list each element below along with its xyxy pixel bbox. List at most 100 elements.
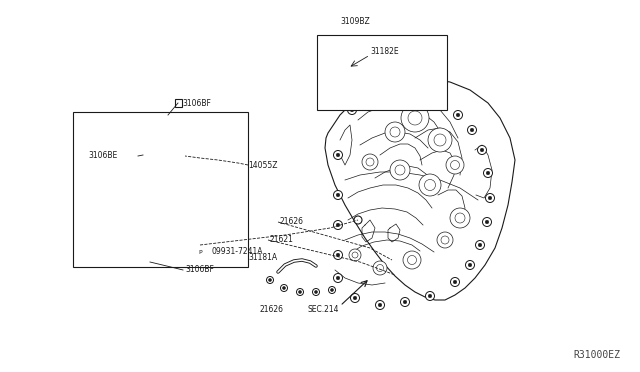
- Text: 31181A: 31181A: [248, 253, 277, 263]
- Circle shape: [428, 294, 432, 298]
- Circle shape: [408, 111, 422, 125]
- Circle shape: [470, 128, 474, 132]
- Circle shape: [321, 78, 323, 81]
- Circle shape: [280, 285, 287, 292]
- Circle shape: [193, 245, 207, 259]
- Bar: [317, 35, 447, 110]
- Text: 3106BF: 3106BF: [185, 266, 214, 275]
- Text: 14055Z: 14055Z: [248, 160, 278, 170]
- Circle shape: [486, 171, 490, 175]
- Circle shape: [456, 113, 460, 117]
- Circle shape: [476, 241, 484, 250]
- Circle shape: [315, 291, 317, 293]
- Circle shape: [333, 221, 342, 230]
- Circle shape: [353, 296, 357, 300]
- Circle shape: [147, 260, 150, 263]
- Circle shape: [352, 252, 358, 258]
- Circle shape: [269, 279, 271, 281]
- Circle shape: [451, 278, 460, 286]
- Circle shape: [312, 289, 319, 295]
- Circle shape: [395, 165, 405, 175]
- Circle shape: [477, 145, 486, 154]
- Circle shape: [336, 193, 340, 197]
- Circle shape: [453, 280, 457, 284]
- Circle shape: [348, 106, 356, 115]
- Text: 31182E: 31182E: [370, 48, 399, 57]
- Circle shape: [408, 256, 417, 264]
- Circle shape: [480, 148, 484, 152]
- Circle shape: [283, 287, 285, 289]
- Circle shape: [376, 264, 383, 272]
- Circle shape: [483, 218, 492, 227]
- Text: R31000EZ: R31000EZ: [573, 350, 620, 360]
- Circle shape: [336, 276, 340, 280]
- Circle shape: [416, 96, 420, 100]
- Circle shape: [434, 134, 446, 146]
- Circle shape: [486, 193, 495, 202]
- Polygon shape: [325, 78, 515, 300]
- Circle shape: [419, 174, 441, 196]
- Text: 09931-7241A: 09931-7241A: [211, 247, 262, 257]
- Text: 3106BE: 3106BE: [88, 151, 117, 160]
- Circle shape: [413, 93, 422, 103]
- Text: 21626: 21626: [280, 218, 304, 227]
- Circle shape: [367, 96, 376, 105]
- Circle shape: [390, 160, 410, 180]
- Circle shape: [451, 160, 460, 170]
- Text: 21621: 21621: [270, 235, 294, 244]
- Circle shape: [351, 294, 360, 302]
- Circle shape: [488, 196, 492, 200]
- Circle shape: [373, 261, 387, 275]
- Circle shape: [385, 122, 405, 142]
- Circle shape: [333, 151, 342, 160]
- Circle shape: [299, 291, 301, 293]
- Circle shape: [376, 301, 385, 310]
- Circle shape: [331, 289, 333, 291]
- Circle shape: [354, 216, 362, 224]
- Circle shape: [349, 249, 361, 261]
- Circle shape: [455, 213, 465, 223]
- Circle shape: [467, 125, 477, 135]
- Text: 3106BF: 3106BF: [182, 99, 211, 108]
- Circle shape: [333, 250, 342, 260]
- Circle shape: [435, 100, 445, 109]
- Circle shape: [182, 154, 188, 160]
- Bar: [175, 99, 182, 107]
- Circle shape: [478, 243, 482, 247]
- Circle shape: [483, 169, 493, 177]
- Circle shape: [485, 220, 489, 224]
- Circle shape: [318, 76, 326, 84]
- Circle shape: [403, 251, 421, 269]
- Circle shape: [336, 253, 340, 257]
- Circle shape: [144, 258, 152, 266]
- Circle shape: [296, 289, 303, 295]
- Circle shape: [378, 303, 382, 307]
- Circle shape: [333, 273, 342, 282]
- Circle shape: [393, 94, 397, 98]
- Circle shape: [450, 208, 470, 228]
- Circle shape: [441, 236, 449, 244]
- Circle shape: [362, 154, 378, 170]
- Circle shape: [454, 110, 463, 119]
- Circle shape: [390, 127, 400, 137]
- Circle shape: [426, 292, 435, 301]
- Text: P: P: [198, 250, 202, 254]
- Circle shape: [390, 92, 399, 100]
- Circle shape: [446, 156, 464, 174]
- Circle shape: [350, 108, 354, 112]
- Circle shape: [366, 158, 374, 166]
- Circle shape: [437, 232, 453, 248]
- Circle shape: [140, 151, 147, 158]
- Circle shape: [465, 260, 474, 269]
- Text: 3109BZ: 3109BZ: [340, 17, 370, 26]
- Circle shape: [333, 190, 342, 199]
- Circle shape: [370, 98, 374, 102]
- Circle shape: [328, 286, 335, 294]
- Circle shape: [468, 263, 472, 267]
- Circle shape: [438, 103, 442, 107]
- Bar: [156, 117, 164, 123]
- Circle shape: [336, 223, 340, 227]
- Circle shape: [336, 153, 340, 157]
- Circle shape: [428, 128, 452, 152]
- Circle shape: [266, 276, 273, 283]
